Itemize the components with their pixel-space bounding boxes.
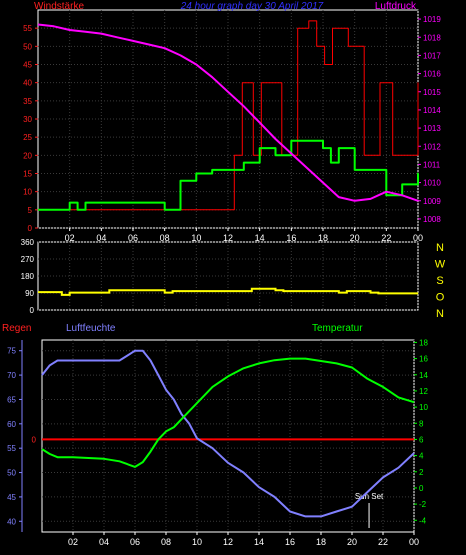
wind-y-tick-label: 30 bbox=[23, 115, 32, 124]
pressure-y-tick-label: 1019 bbox=[423, 15, 441, 24]
wind-y-tick-label: 10 bbox=[23, 188, 32, 197]
panel3-x-tick-label: 06 bbox=[130, 537, 140, 547]
pressure-y-tick-label: 1016 bbox=[423, 70, 441, 79]
wind-y-tick-label: 25 bbox=[23, 133, 32, 142]
panel3-x-tick-label: 20 bbox=[347, 537, 357, 547]
humidity-y-tick-label: 75 bbox=[7, 347, 16, 356]
rain-label: Regen bbox=[2, 323, 31, 334]
temperature-y-tick-label: -2 bbox=[419, 500, 427, 509]
compass-label: N bbox=[436, 242, 444, 254]
panel1-x-tick-label: 02 bbox=[65, 233, 75, 243]
temperature-y-tick-label: 12 bbox=[419, 387, 428, 396]
panel3-x-tick-label: 10 bbox=[192, 537, 202, 547]
direction-y-tick-label: 270 bbox=[21, 255, 35, 264]
panel1-x-tick-label: 20 bbox=[350, 233, 360, 243]
temperature-y-tick-label: 14 bbox=[419, 371, 428, 380]
wind-y-tick-label: 5 bbox=[28, 206, 33, 215]
wind-y-tick-label: 40 bbox=[23, 79, 32, 88]
pressure-y-tick-label: 1012 bbox=[423, 142, 441, 151]
wind-pressure-panel: 0510152025303540455055100810091010101110… bbox=[23, 1, 441, 243]
humidity-y-tick-label: 55 bbox=[7, 444, 16, 453]
pressure-y-tick-label: 1008 bbox=[423, 215, 441, 224]
wind-direction-line bbox=[38, 287, 419, 296]
wind-gust-line bbox=[38, 20, 419, 211]
panel1-x-tick-label: 16 bbox=[286, 233, 296, 243]
pressure-y-tick-label: 1014 bbox=[423, 106, 441, 115]
wind-y-tick-label: 45 bbox=[23, 61, 32, 70]
direction-y-tick-label: 0 bbox=[30, 306, 35, 315]
panel1-x-tick-label: 00 bbox=[413, 233, 423, 243]
pressure-axis-label: Luftdruck bbox=[375, 1, 417, 12]
panel3-x-tick-label: 08 bbox=[161, 537, 171, 547]
wind-y-tick-label: 20 bbox=[23, 151, 32, 160]
panel1-x-tick-label: 06 bbox=[128, 233, 138, 243]
pressure-y-tick-label: 1018 bbox=[423, 33, 441, 42]
pressure-y-tick-label: 1009 bbox=[423, 197, 441, 206]
direction-y-tick-label: 180 bbox=[21, 272, 35, 281]
chart-title: 24 hour graph day 30 April 2017 bbox=[180, 1, 324, 12]
rain-zero-label: 0 bbox=[32, 435, 37, 444]
wind-y-tick-label: 0 bbox=[28, 224, 33, 233]
panel1-x-tick-label: 14 bbox=[255, 233, 265, 243]
compass-label: W bbox=[435, 259, 446, 271]
humidity-y-tick-label: 45 bbox=[7, 493, 16, 502]
temperature-y-tick-label: 6 bbox=[419, 435, 424, 444]
panel3-x-tick-label: 18 bbox=[316, 537, 326, 547]
pressure-y-tick-label: 1013 bbox=[423, 124, 441, 133]
humidity-y-tick-label: 40 bbox=[7, 517, 16, 526]
wind-y-tick-label: 55 bbox=[23, 24, 32, 33]
temperature-y-tick-label: 4 bbox=[419, 452, 424, 461]
temperature-y-tick-label: 16 bbox=[419, 355, 428, 364]
panel3-x-tick-label: 00 bbox=[409, 537, 419, 547]
direction-y-tick-label: 360 bbox=[21, 238, 35, 247]
sunset-label: Sun Set bbox=[355, 492, 384, 501]
humidity-line bbox=[41, 349, 415, 518]
wind-avg-line bbox=[38, 139, 419, 211]
humidity-y-tick-label: 65 bbox=[7, 395, 16, 404]
humidity-y-tick-label: 50 bbox=[7, 469, 16, 478]
panel1-x-tick-label: 08 bbox=[160, 233, 170, 243]
humidity-y-tick-label: 70 bbox=[7, 371, 16, 380]
pressure-y-tick-label: 1011 bbox=[423, 160, 441, 169]
temperature-label: Temperatur bbox=[312, 323, 363, 334]
temperature-y-tick-label: 0 bbox=[419, 484, 424, 493]
wind-axis-label: Windstärke bbox=[34, 1, 84, 12]
panel1-x-tick-label: 22 bbox=[381, 233, 391, 243]
humidity-y-tick-label: 60 bbox=[7, 420, 16, 429]
pressure-y-tick-label: 1010 bbox=[423, 179, 441, 188]
panel3-x-tick-label: 16 bbox=[285, 537, 295, 547]
panel1-x-tick-label: 10 bbox=[191, 233, 201, 243]
humidity-label: Luftfeuchte bbox=[66, 323, 116, 334]
temperature-y-tick-label: 18 bbox=[419, 338, 428, 347]
temperature-y-tick-label: 8 bbox=[419, 419, 424, 428]
panel1-x-tick-label: 04 bbox=[96, 233, 106, 243]
temperature-y-tick-label: 10 bbox=[419, 403, 428, 412]
wind-y-tick-label: 15 bbox=[23, 170, 32, 179]
compass-label: N bbox=[436, 308, 444, 320]
wind-y-tick-label: 35 bbox=[23, 97, 32, 106]
direction-y-tick-label: 90 bbox=[25, 289, 34, 298]
compass-label: O bbox=[436, 292, 445, 304]
wind-y-tick-label: 50 bbox=[23, 42, 32, 51]
panel1-x-tick-label: 18 bbox=[318, 233, 328, 243]
panel3-x-tick-label: 02 bbox=[68, 537, 78, 547]
panel3-x-tick-label: 14 bbox=[254, 537, 264, 547]
panel3-x-tick-label: 04 bbox=[99, 537, 109, 547]
compass-label: S bbox=[436, 275, 443, 287]
panel3-x-tick-label: 22 bbox=[378, 537, 388, 547]
temperature-y-tick-label: 2 bbox=[419, 468, 424, 477]
pressure-y-tick-label: 1015 bbox=[423, 88, 441, 97]
temperature-y-tick-label: -4 bbox=[419, 516, 427, 525]
panel3-x-tick-label: 12 bbox=[223, 537, 233, 547]
pressure-line bbox=[37, 23, 419, 202]
panel1-x-tick-label: 12 bbox=[223, 233, 233, 243]
temperature-line bbox=[41, 357, 415, 468]
pressure-y-tick-label: 1017 bbox=[423, 51, 441, 60]
